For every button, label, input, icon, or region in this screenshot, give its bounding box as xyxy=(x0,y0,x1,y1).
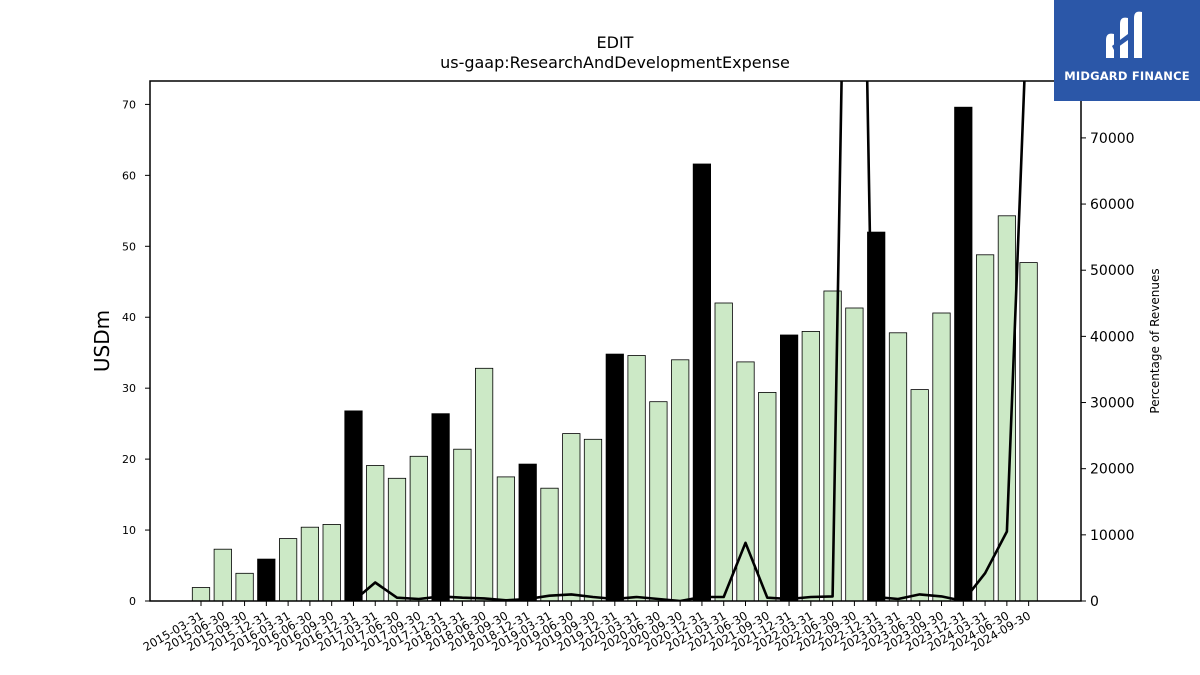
bar xyxy=(540,487,559,601)
bar xyxy=(583,438,603,601)
bar xyxy=(692,163,712,601)
y2-tick-label: 70000 xyxy=(1090,131,1135,147)
y2-tick-label: 40000 xyxy=(1090,329,1135,345)
bar xyxy=(801,330,820,601)
logo-mark-icon xyxy=(1106,11,1142,59)
bar xyxy=(235,572,254,601)
bar xyxy=(453,448,472,601)
chart-title: EDIT xyxy=(597,33,634,52)
y-tick-label: 20 xyxy=(122,453,136,466)
y2-tick-label: 10000 xyxy=(1090,528,1135,544)
bar xyxy=(605,353,624,601)
right-axis: 0 10000 20000 30000 40000 50000 60000 70000 xyxy=(1081,131,1135,610)
y-tick-label: 50 xyxy=(122,240,136,253)
y2-tick-label: 0 xyxy=(1090,594,1099,610)
y-axis-label: USDm xyxy=(90,310,114,372)
bar xyxy=(758,391,777,601)
bar xyxy=(344,410,363,601)
bar xyxy=(322,524,341,601)
logo-text: MIDGARD FINANCE xyxy=(1064,69,1190,83)
bar xyxy=(888,332,908,601)
bar xyxy=(736,361,755,601)
y-tick-label: 70 xyxy=(122,98,136,111)
bar-series xyxy=(191,106,1038,601)
y2-tick-label: 30000 xyxy=(1090,396,1135,412)
bar xyxy=(910,389,929,601)
bar xyxy=(387,477,407,601)
y2-axis-label: Percentage of Revenues xyxy=(1148,268,1162,413)
bar xyxy=(976,254,995,601)
bar xyxy=(409,455,428,601)
bar xyxy=(213,548,232,601)
bar xyxy=(562,433,581,601)
brand-logo: MIDGARD FINANCE xyxy=(1054,0,1200,101)
bar xyxy=(300,526,320,601)
y2-tick-label: 50000 xyxy=(1090,263,1135,279)
bar xyxy=(518,463,537,601)
bar xyxy=(1019,262,1038,601)
y2-tick-label: 20000 xyxy=(1090,462,1135,478)
bar xyxy=(954,106,973,601)
left-axis: 0 10 20 30 40 50 60 70 xyxy=(122,98,150,608)
chart-subtitle: us-gaap:ResearchAndDevelopmentExpense xyxy=(440,53,790,72)
bar xyxy=(366,465,385,601)
y2-tick-label: 60000 xyxy=(1090,197,1135,213)
bar xyxy=(780,334,799,601)
bar xyxy=(496,476,516,601)
y-tick-label: 30 xyxy=(122,382,136,395)
y-tick-label: 10 xyxy=(122,524,136,537)
bar xyxy=(474,367,494,601)
y-tick-label: 60 xyxy=(122,169,136,182)
plot-frame xyxy=(149,80,1082,602)
line-series xyxy=(352,81,1026,601)
bar xyxy=(431,413,450,601)
bar xyxy=(845,307,864,601)
y-tick-label: 40 xyxy=(122,311,136,324)
bar xyxy=(627,355,646,601)
y-tick-label: 0 xyxy=(129,595,136,608)
x-axis: 2015-03-312015-06-302015-09-302015-12-31… xyxy=(141,601,1033,654)
line-path xyxy=(352,81,1026,601)
bar xyxy=(191,587,211,601)
bar xyxy=(278,538,298,601)
bar xyxy=(671,359,690,601)
bar xyxy=(714,302,733,601)
bar xyxy=(932,312,951,601)
bar xyxy=(997,215,1017,601)
bar xyxy=(257,558,276,601)
bar xyxy=(649,401,668,601)
